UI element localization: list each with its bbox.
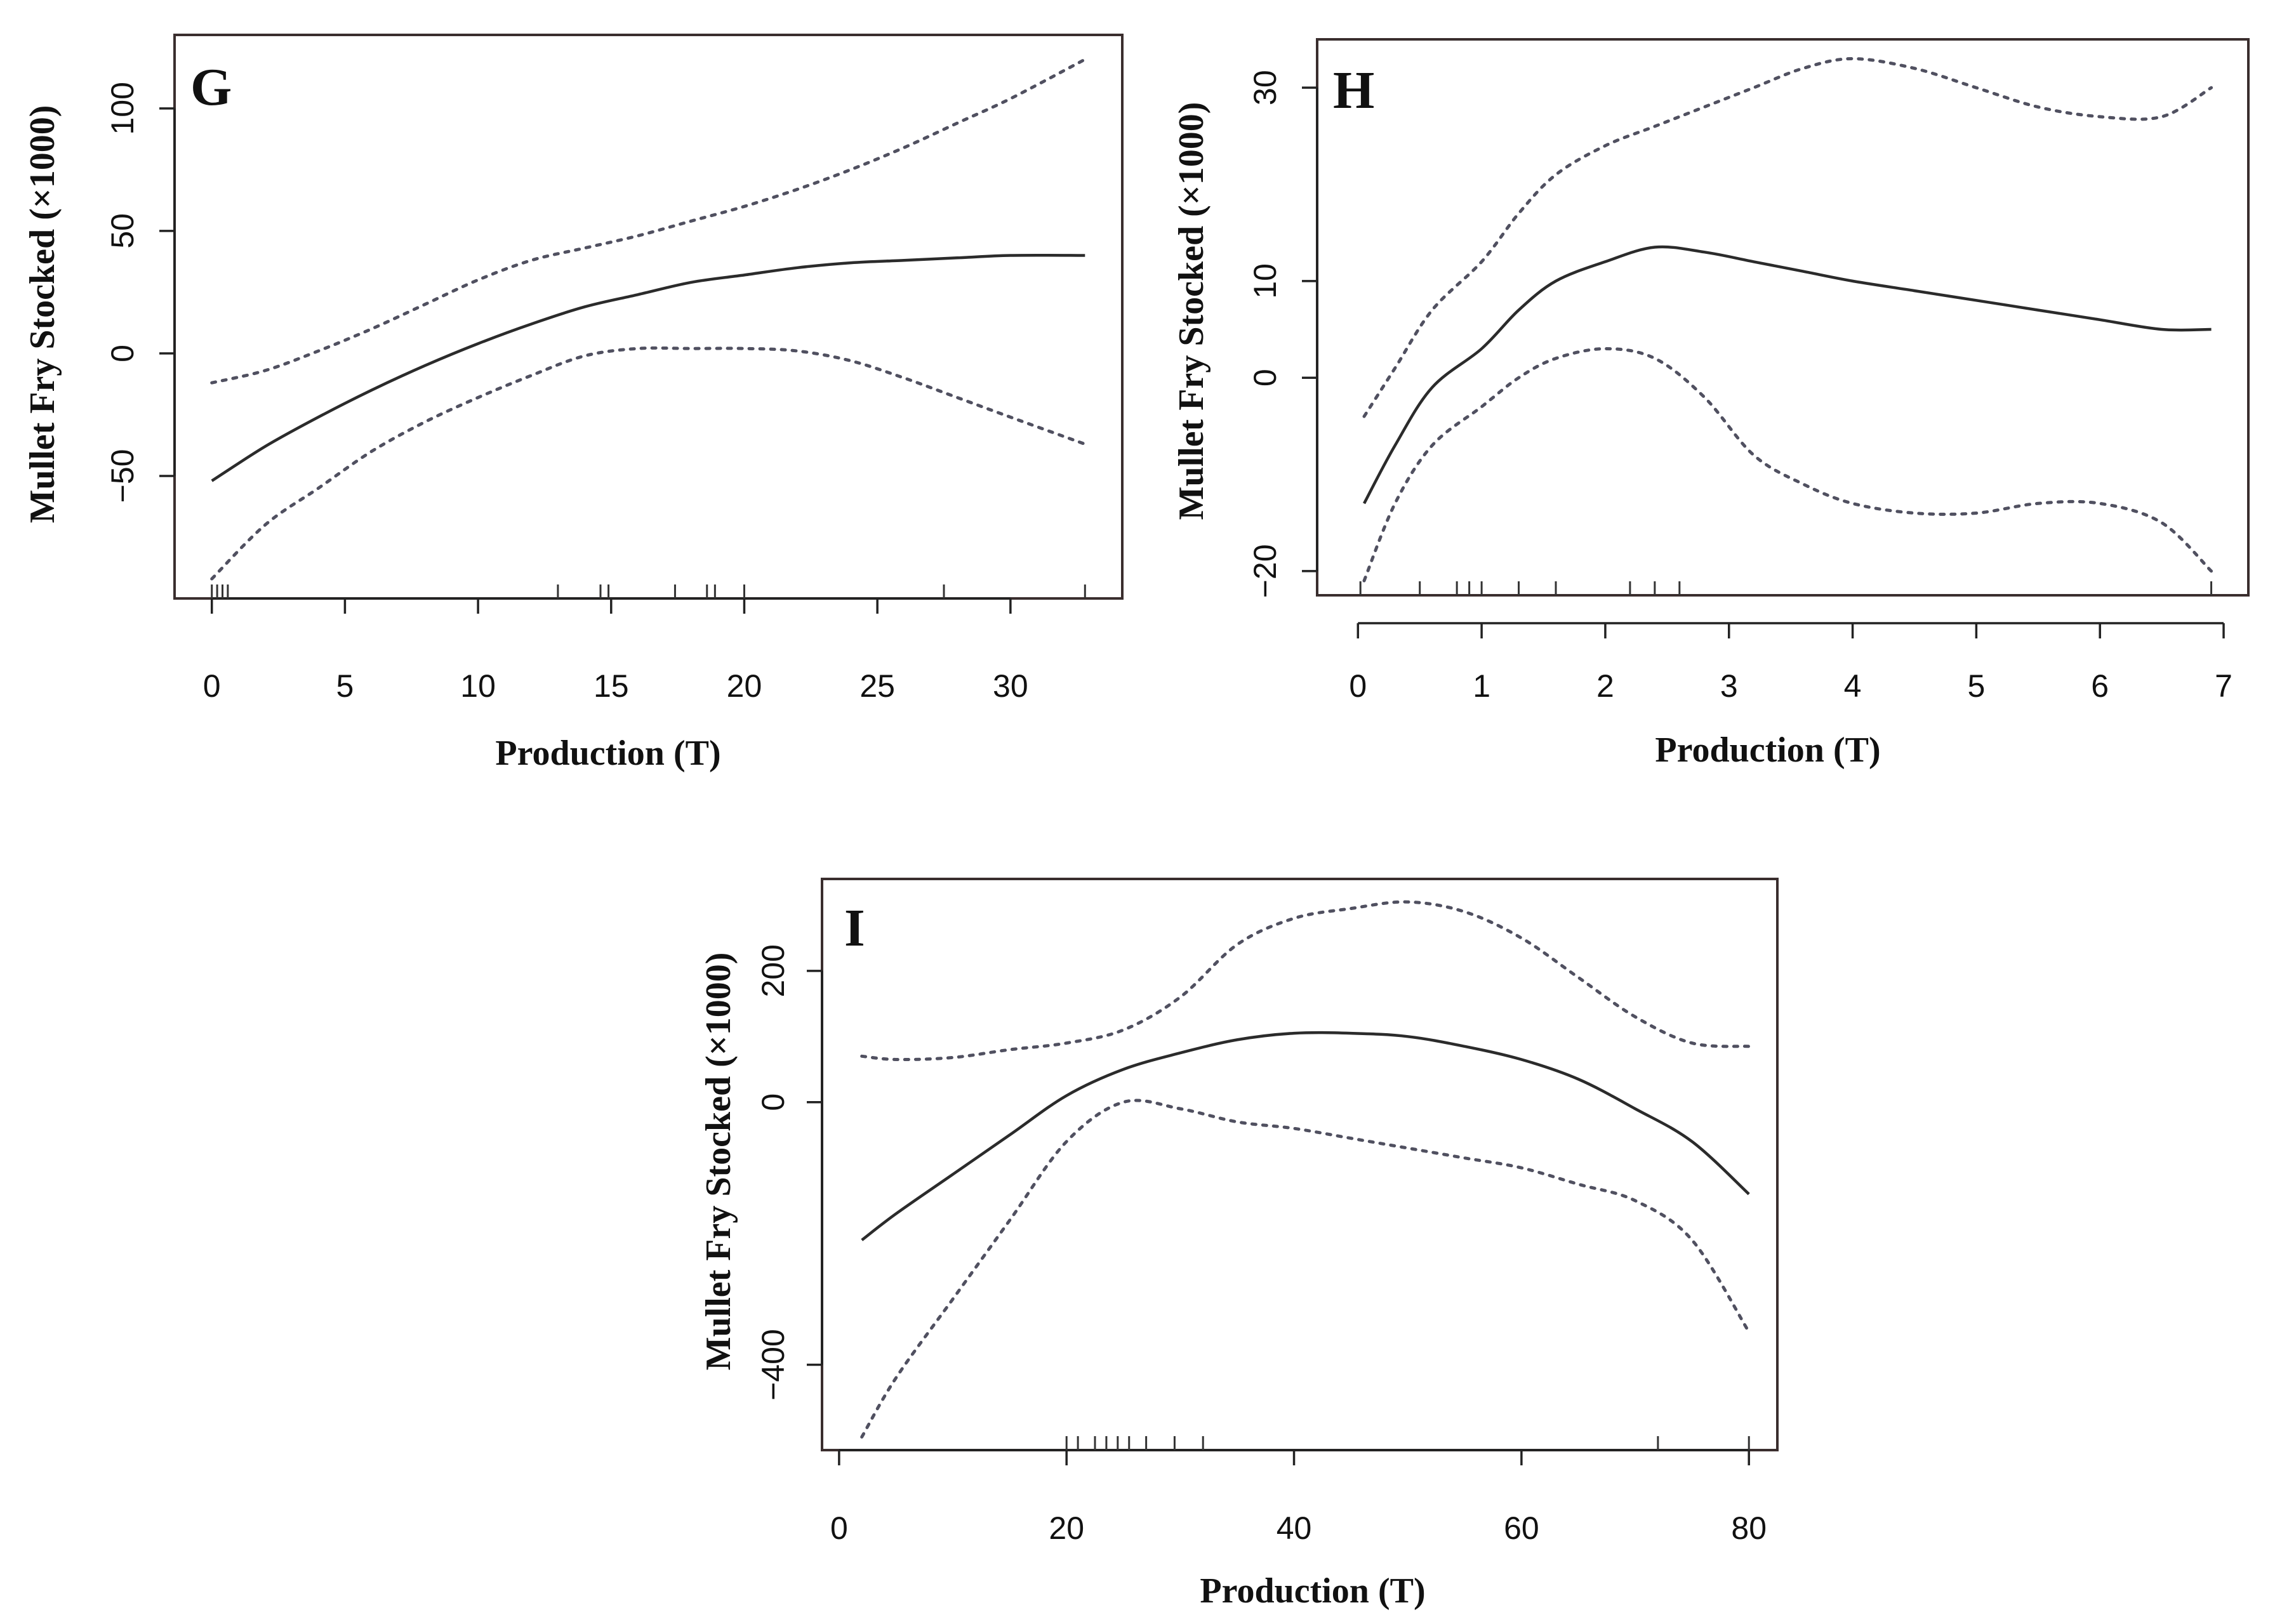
panel-g-fit-curve	[211, 253, 1085, 482]
panel-i-x-axis-title: Production (T)	[1200, 1571, 1425, 1611]
panel-i: I Production (T) Mullet Fry Stocked (×10…	[699, 878, 1779, 1611]
panel-g-curves	[210, 58, 1087, 581]
panel-i-y-axis-title: Mullet Fry Stocked (×1000)	[699, 953, 738, 1371]
panel-h-curves	[1362, 56, 2213, 583]
panel-i-y-tick-label: 200	[755, 944, 791, 997]
panel-i-x-tick-label: 60	[1504, 1510, 1539, 1546]
panel-h-y-axis-title: Mullet Fry Stocked (×1000)	[1172, 102, 1211, 520]
panel-i-fit-curve	[861, 1031, 1750, 1241]
panel-g-x-tick-label: 10	[460, 668, 496, 704]
panel-i-lower-curve	[860, 1099, 1751, 1439]
panel-i-upper-curve	[860, 900, 1751, 1062]
panel-h-x-axis-title: Production (T)	[1655, 730, 1880, 770]
panel-h-fit-curve	[1363, 245, 2212, 505]
panel-h-upper-curve	[1362, 56, 2213, 418]
panel-g-y-tick-label: 50	[105, 213, 140, 249]
panel-h-x-tick-label: 4	[1844, 668, 1862, 704]
panel-h-y-tick-label: 30	[1247, 70, 1283, 105]
panel-g-axis-ticks: 0 5 10 15 20 25 30 −50 0 50 100	[105, 82, 1028, 704]
panel-h-label: H	[1333, 61, 1374, 120]
panel-h-x-tick-label: 3	[1720, 668, 1738, 704]
panel-i-curves	[860, 900, 1751, 1439]
panel-i-y-tick-label: −400	[755, 1329, 791, 1401]
panel-h: H Production (T) Mullet Fry Stocked (×10…	[1172, 38, 2250, 770]
panel-h-y-tick-label: 10	[1247, 263, 1283, 299]
panel-h-x-tick-label: 2	[1596, 668, 1614, 704]
panel-g-x-axis-title: Production (T)	[495, 734, 720, 773]
panel-i-x-tick-label: 80	[1731, 1510, 1767, 1546]
panel-g-lower-curve	[210, 346, 1087, 581]
panel-g-x-tick-label: 25	[859, 668, 895, 704]
panel-i-x-tick-label: 20	[1049, 1510, 1084, 1546]
panel-g-x-tick-label: 15	[594, 668, 629, 704]
panel-g-rug	[211, 584, 1086, 598]
panel-h-x-tick-label: 6	[2091, 668, 2109, 704]
panel-h-x-tick-label: 7	[2215, 668, 2232, 704]
panel-g-y-tick-label: 100	[105, 82, 140, 135]
panel-i-axis-ticks: 0 20 40 60 80 −400 0 200	[755, 944, 1767, 1546]
panel-h-x-tick-label: 5	[1967, 668, 1985, 704]
panel-h-x-tick-label: 1	[1473, 668, 1490, 704]
panel-i-label: I	[844, 899, 865, 958]
panel-g-y-axis-title: Mullet Fry Stocked (×1000)	[23, 105, 62, 524]
panel-h-x-tick-label: 0	[1349, 668, 1367, 704]
panel-h-y-tick-label: −20	[1247, 544, 1283, 598]
panel-g-label: G	[190, 58, 232, 117]
panel-i-x-tick-label: 0	[830, 1510, 848, 1546]
panel-i-rug	[1065, 1436, 1750, 1450]
panel-i-y-tick-label: 0	[755, 1093, 791, 1111]
panel-h-lower-curve	[1362, 347, 2213, 583]
panel-h-axis-ticks: 0 1 2 3 4 5 6 7 −20 0 10 30	[1247, 70, 2232, 704]
panel-g-frame	[173, 34, 1124, 600]
panel-h-y-tick-label: 0	[1247, 369, 1283, 386]
panel-h-frame	[1316, 38, 2250, 597]
panel-g-upper-curve	[210, 58, 1087, 385]
panel-h-rug	[1359, 581, 2213, 595]
panel-g-y-tick-label: 0	[105, 345, 140, 362]
panel-g-x-tick-label: 0	[203, 668, 221, 704]
panel-i-x-tick-label: 40	[1277, 1510, 1312, 1546]
panel-g-x-tick-label: 30	[993, 668, 1028, 704]
panel-g-x-tick-label: 5	[336, 668, 354, 704]
panel-g-x-tick-label: 20	[727, 668, 762, 704]
panel-g-y-tick-label: −50	[105, 449, 140, 503]
panel-g: G Production (T) Mullet Fry Stocked (×10…	[23, 34, 1124, 773]
